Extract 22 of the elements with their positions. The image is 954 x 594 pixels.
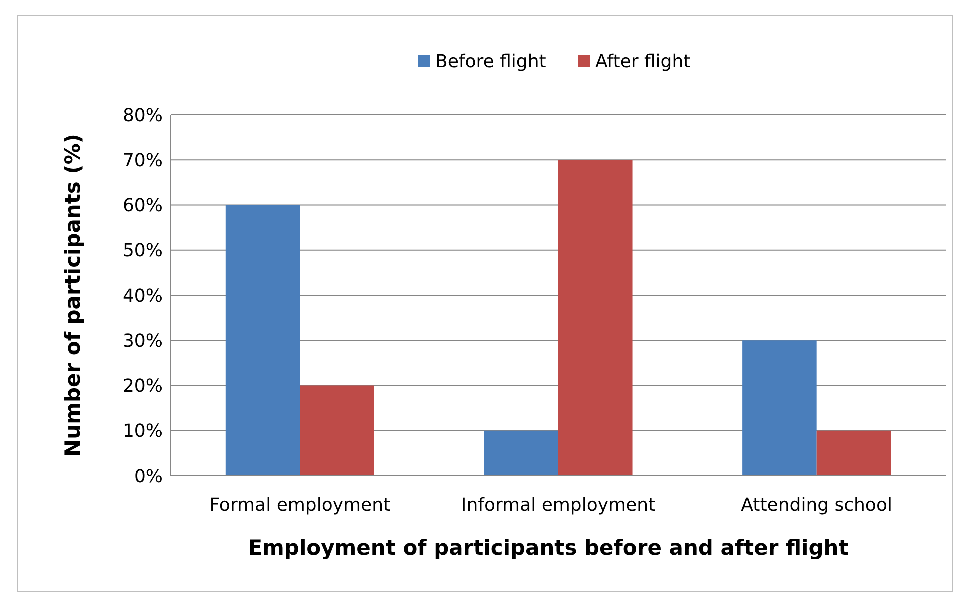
bar bbox=[300, 386, 374, 476]
x-tick-label: Attending school bbox=[741, 495, 892, 516]
bar bbox=[226, 205, 300, 476]
legend-label: After flight bbox=[596, 51, 691, 72]
y-tick-label: 0% bbox=[134, 466, 163, 488]
x-axis-title: Employment of participants before and after flight bbox=[248, 536, 849, 560]
bar bbox=[742, 340, 817, 476]
y-axis-title: Number of participants (%) bbox=[61, 134, 85, 457]
y-tick-label: 10% bbox=[122, 421, 163, 442]
x-tick-label: Informal employment bbox=[461, 495, 656, 516]
bar bbox=[484, 430, 558, 476]
y-tick-label: 60% bbox=[122, 196, 163, 217]
y-tick-label: 30% bbox=[122, 330, 163, 352]
y-tick-label: 50% bbox=[122, 240, 163, 262]
y-tick-label: 40% bbox=[122, 286, 163, 307]
y-tick-label: 20% bbox=[122, 376, 163, 398]
x-tick-label: Formal employment bbox=[210, 495, 391, 516]
y-tick-label: 70% bbox=[122, 150, 163, 172]
bar bbox=[558, 160, 633, 476]
legend-label: Before flight bbox=[436, 51, 546, 72]
bar bbox=[816, 430, 892, 476]
y-tick-label: 80% bbox=[122, 105, 163, 126]
